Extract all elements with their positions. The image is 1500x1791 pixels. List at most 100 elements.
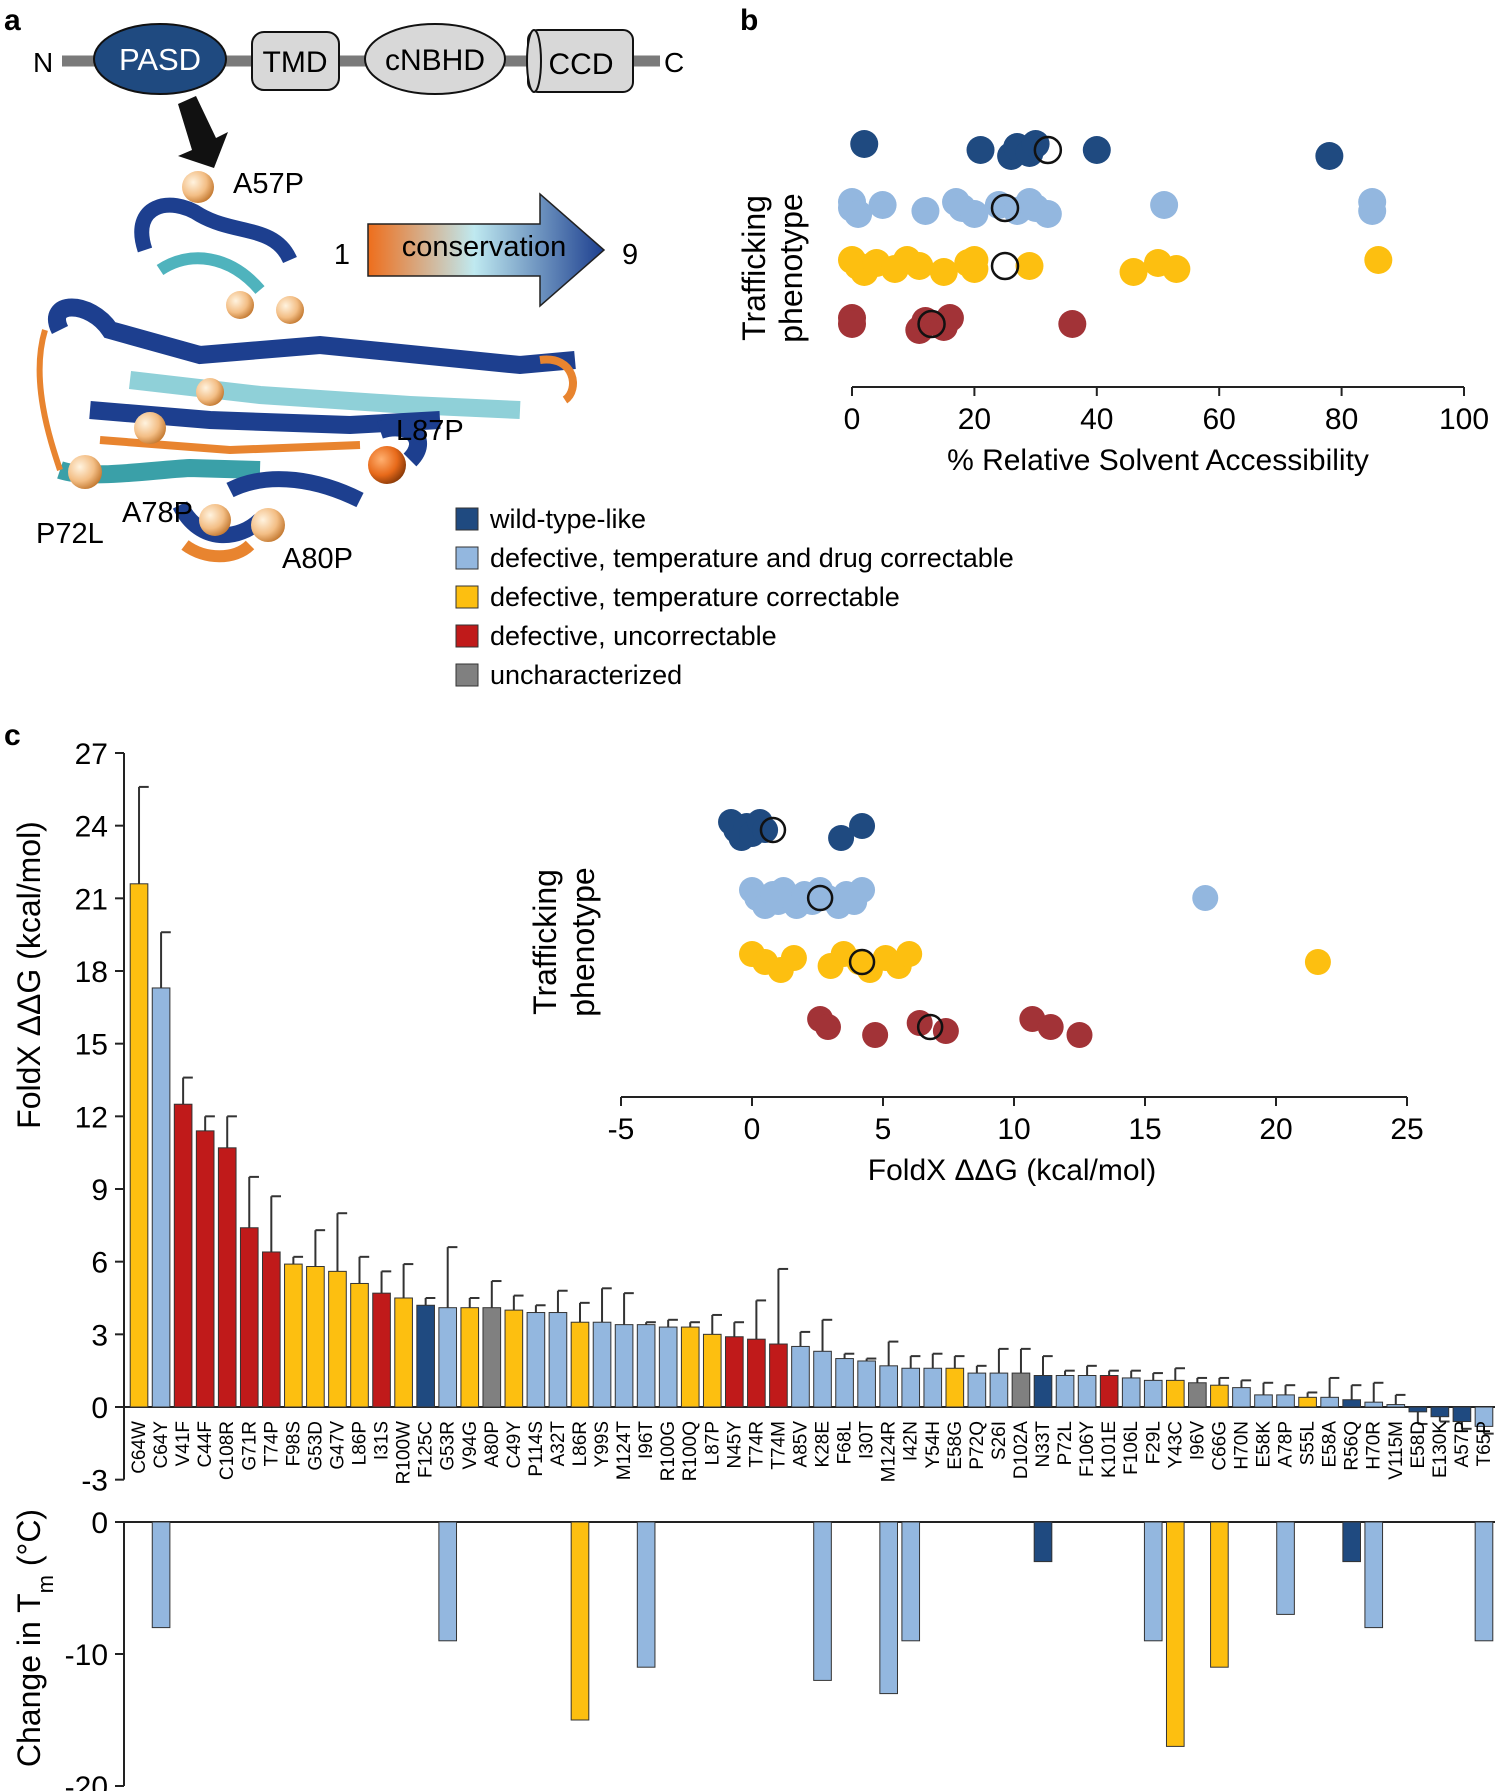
- point-tc: [1015, 252, 1044, 280]
- bar-G71R: [239, 1227, 259, 1408]
- legend: wild-type-like defective, temperature and…: [455, 504, 1014, 690]
- point-tc: [896, 941, 923, 967]
- bar-P114S: [526, 1312, 546, 1408]
- x-tick-label: 40: [1080, 403, 1113, 436]
- scale-high-label: 9: [622, 239, 638, 271]
- bar-label-G53D: G53D: [305, 1421, 326, 1471]
- x-tick-label: 80: [1325, 403, 1358, 436]
- point-tc: [1162, 255, 1191, 283]
- y-tick-label: 12: [75, 1101, 108, 1134]
- tm-bar-G53R: [438, 1521, 458, 1642]
- bar-F125C: [416, 1304, 435, 1408]
- bar-L86R: [570, 1321, 590, 1408]
- bar-label-A57P: A57P: [1452, 1421, 1473, 1467]
- bar-label-F68L: F68L: [835, 1421, 856, 1464]
- mean-marker-dtc: [990, 193, 1020, 223]
- point-wt: [1082, 136, 1111, 164]
- tm-bar-I96T: [636, 1521, 656, 1668]
- y-tick-label: 3: [91, 1319, 108, 1352]
- bar-I42N: [901, 1367, 921, 1408]
- y-tick-label: -3: [81, 1465, 108, 1498]
- tm-bar-Y43C: [1165, 1521, 1185, 1747]
- bar-I96T: [636, 1324, 656, 1408]
- bar-label-R100G: R100G: [658, 1421, 679, 1481]
- y-tick-label: 18: [75, 956, 108, 989]
- legend-label: uncharacterized: [490, 660, 682, 690]
- bar-label-G71R: G71R: [239, 1421, 260, 1471]
- bar-label-P72Q: P72Q: [967, 1421, 988, 1470]
- residue-sphere-a80p: [251, 508, 285, 542]
- bar-label-A78P: A78P: [1276, 1421, 1297, 1467]
- tm-bar-K28E: [813, 1521, 832, 1681]
- point-wt: [1315, 142, 1344, 170]
- bar-S55L: [1298, 1396, 1317, 1408]
- bar-label-C64Y: C64Y: [151, 1421, 172, 1469]
- bar-label-A80P: A80P: [482, 1421, 503, 1467]
- bar-F29L: [1143, 1379, 1163, 1408]
- bar-K28E: [813, 1350, 832, 1408]
- bar-label-E58K: E58K: [1253, 1421, 1274, 1468]
- mean-marker-wt: [759, 816, 787, 844]
- tm-ylabel-sub: m: [33, 1575, 58, 1593]
- bar-label-L86P: L86P: [350, 1421, 371, 1465]
- bar-C64W: [129, 883, 149, 1408]
- point-tc: [905, 252, 934, 280]
- point-dtc: [1358, 188, 1387, 216]
- bar-G53D: [306, 1266, 325, 1408]
- bar-N45Y: [725, 1336, 744, 1408]
- inset-xlabel: FoldX ΔΔG (kcal/mol): [868, 1154, 1156, 1187]
- bar-label-E58A: E58A: [1320, 1421, 1341, 1468]
- legend-swatch-unchar: [455, 663, 479, 687]
- bar-label-P114S: P114S: [526, 1421, 547, 1477]
- bar-V94G: [460, 1307, 480, 1408]
- tm-bar-A78P: [1276, 1521, 1295, 1615]
- tm-y-tick-label: 0: [91, 1507, 108, 1540]
- y-tick-label: 9: [91, 1174, 108, 1207]
- bar-label-G53R: G53R: [438, 1421, 459, 1471]
- bar-label-C66G: C66G: [1209, 1421, 1230, 1471]
- bar-Y99S: [592, 1321, 612, 1408]
- bar-C44F: [195, 1130, 215, 1408]
- inset-ylabel-line2: phenotype: [565, 867, 601, 1016]
- bar-Y43C: [1165, 1379, 1185, 1408]
- point-tc: [1304, 949, 1331, 975]
- point-wt: [850, 130, 879, 158]
- panel-a-label: a: [4, 4, 21, 37]
- residue-sphere-a57p: [182, 171, 214, 203]
- point-tc: [960, 246, 989, 274]
- site-label-p72l: P72L: [36, 518, 104, 550]
- bar-label-Y43C: Y43C: [1165, 1421, 1186, 1469]
- point-unc: [838, 310, 866, 338]
- bar-label-S26I: S26I: [989, 1421, 1010, 1460]
- point-wt: [752, 817, 779, 843]
- bar-S26I: [989, 1372, 1009, 1408]
- point-tc: [780, 945, 807, 971]
- tm-bar-I42N: [901, 1521, 921, 1642]
- c-terminus-label: C: [664, 47, 684, 78]
- bar-P72Q: [967, 1372, 987, 1408]
- tm-bar-L86R: [570, 1521, 590, 1721]
- rsa-scatter-chart: Trafficking phenotype % Relative Solvent…: [736, 130, 1489, 477]
- bar-D102A: [1011, 1372, 1031, 1408]
- bar-Y54H: [923, 1367, 943, 1408]
- mean-marker-dtc: [806, 884, 834, 912]
- bar-label-E58G: E58G: [945, 1421, 966, 1470]
- bar-R100Q: [680, 1326, 700, 1408]
- legend-swatch-wt: [455, 507, 479, 531]
- bar-E58K: [1254, 1394, 1273, 1408]
- legend-label: defective, temperature and drug correcta…: [490, 543, 1014, 573]
- residue-sphere-p72l: [68, 455, 102, 489]
- bar-label-K101E: K101E: [1099, 1421, 1120, 1478]
- scale-low-label: 1: [334, 239, 350, 271]
- panel-c-ylabel: FoldX ΔΔG (kcal/mol): [11, 821, 47, 1129]
- bar-A78P: [1276, 1394, 1295, 1408]
- bar-label-I31S: I31S: [372, 1421, 393, 1460]
- y-tick-label: 6: [91, 1247, 108, 1280]
- x-tick-label: 60: [1203, 403, 1236, 436]
- bar-label-I42N: I42N: [901, 1421, 922, 1461]
- bar-label-S55L: S55L: [1298, 1421, 1319, 1465]
- bar-A32T: [548, 1312, 568, 1408]
- bar-label-L86R: L86R: [570, 1421, 591, 1466]
- scale-title: conservation: [402, 231, 566, 263]
